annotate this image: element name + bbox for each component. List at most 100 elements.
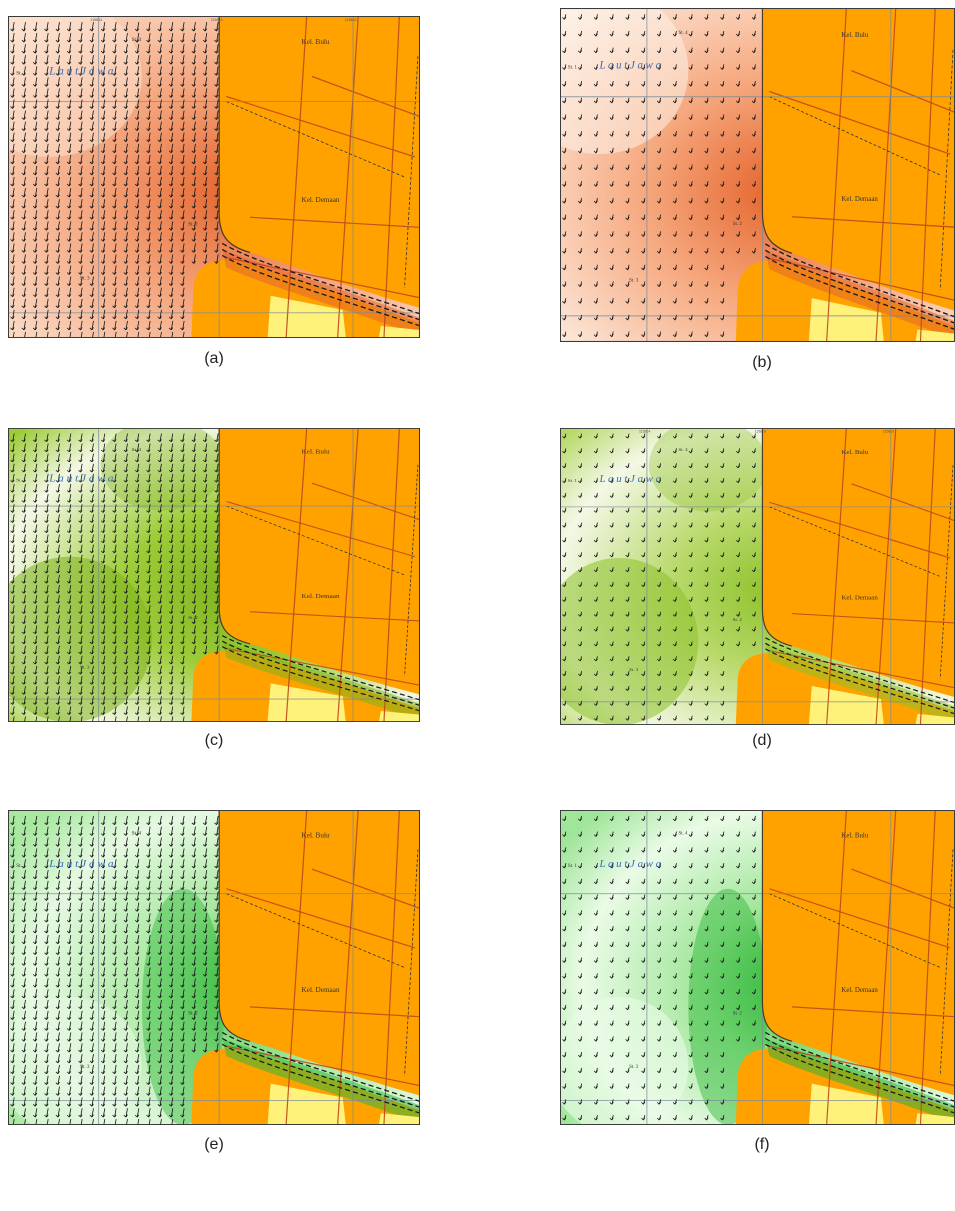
vector-arrow	[112, 165, 117, 176]
vector-arrow	[146, 165, 151, 176]
vector-arrow	[134, 706, 140, 715]
vector-arrow	[191, 1010, 196, 1020]
vector-arrow	[44, 585, 49, 594]
vector-arrow	[100, 615, 106, 624]
vector-arrow	[157, 309, 162, 320]
vector-arrow	[126, 1119, 128, 1125]
vector-arrow	[735, 941, 741, 948]
vector-arrow	[44, 859, 49, 869]
vector-arrow	[10, 276, 15, 286]
vector-arrow	[593, 1067, 598, 1074]
vector-arrow	[593, 685, 598, 691]
vector-arrow	[123, 320, 128, 331]
vector-arrow	[146, 534, 151, 544]
vector-arrow	[577, 97, 583, 104]
vector-arrow	[562, 492, 567, 498]
vector-arrow	[672, 80, 677, 87]
vector-arrow	[562, 114, 567, 120]
vector-arrow	[78, 77, 83, 87]
vector-arrow	[214, 1043, 219, 1053]
vector-arrow	[55, 1021, 60, 1031]
vector-arrow	[78, 1075, 83, 1085]
vector-arrow	[100, 1075, 106, 1085]
vector-arrow	[69, 1119, 72, 1125]
vector-arrow	[577, 463, 583, 469]
vector-arrow	[146, 554, 151, 564]
vector-arrow	[100, 21, 106, 32]
vector-arrow	[10, 859, 15, 869]
vector-arrow	[100, 265, 106, 275]
vector-arrow	[55, 66, 60, 76]
vector-arrow	[123, 77, 128, 87]
vector-arrow	[100, 99, 106, 109]
vector-arrow	[562, 815, 567, 822]
vector-arrow	[146, 309, 151, 320]
vector-arrow	[656, 863, 662, 869]
vector-arrow	[21, 615, 26, 624]
vector-arrow	[89, 1043, 94, 1053]
boundary-line	[404, 56, 419, 288]
vector-arrow	[146, 1054, 151, 1064]
vector-arrow	[202, 443, 208, 453]
vector-arrow	[562, 1083, 567, 1089]
vector-arrow	[112, 891, 117, 901]
vector-arrow	[656, 685, 662, 691]
vector-arrow	[214, 504, 219, 513]
vector-arrow	[126, 331, 128, 338]
sea-label: L a u t J a w a	[598, 858, 661, 870]
vector-arrow	[641, 47, 646, 54]
vector-arrow	[202, 956, 208, 966]
vector-arrow	[157, 504, 162, 513]
vector-arrow	[32, 902, 38, 912]
vector-arrow	[112, 320, 117, 331]
vector-arrow	[562, 1099, 567, 1105]
vector-arrow	[180, 564, 185, 574]
vector-arrow	[112, 154, 117, 165]
vector-arrow	[21, 534, 26, 544]
vector-arrow	[134, 320, 140, 331]
vector-arrow	[21, 33, 26, 43]
vector-arrow	[562, 552, 567, 558]
vector-arrow	[100, 66, 106, 76]
vector-arrow	[593, 64, 598, 70]
vector-arrow	[32, 176, 38, 187]
vector-arrow	[112, 655, 117, 665]
vector-arrow	[44, 1075, 49, 1085]
vector-arrow	[751, 926, 756, 932]
vector-arrow	[55, 494, 60, 503]
vector-arrow	[704, 463, 709, 469]
vector-arrow	[609, 581, 614, 587]
vector-arrow	[146, 483, 151, 493]
vector-arrow	[720, 14, 725, 20]
vector-arrow	[672, 14, 677, 20]
vector-arrow	[103, 1119, 106, 1125]
vector-arrow	[89, 615, 94, 624]
vector-arrow	[44, 254, 49, 264]
vector-arrow	[168, 924, 174, 934]
road-line	[851, 483, 955, 522]
vector-arrow	[751, 1036, 756, 1042]
vector-arrow	[157, 1075, 162, 1085]
vector-arrow	[32, 1032, 38, 1042]
vector-arrow	[89, 585, 94, 594]
vector-arrow	[672, 581, 677, 587]
vector-arrow	[157, 483, 162, 493]
vector-arrow	[21, 706, 26, 715]
vector-arrow	[704, 264, 709, 271]
vector-arrow	[123, 534, 128, 544]
vector-arrow	[168, 110, 174, 120]
kel-demaan-label: Kel. Demaan	[841, 195, 878, 203]
vector-arrow	[641, 847, 646, 853]
vector-arrow	[180, 676, 185, 685]
vector-arrow	[112, 309, 117, 320]
vector-arrow	[134, 298, 140, 309]
vector-arrow	[704, 671, 709, 677]
vector-arrow	[66, 55, 72, 65]
vector-arrow	[625, 1036, 630, 1042]
vector-arrow	[704, 522, 709, 528]
vector-arrow	[123, 55, 128, 65]
map-panel-a: L a u t J a w a Kel. Bulu Kel. Demaan St. 1…	[8, 16, 420, 338]
vector-arrow	[562, 14, 567, 20]
vector-arrow	[32, 615, 38, 624]
vector-arrow	[157, 514, 162, 523]
